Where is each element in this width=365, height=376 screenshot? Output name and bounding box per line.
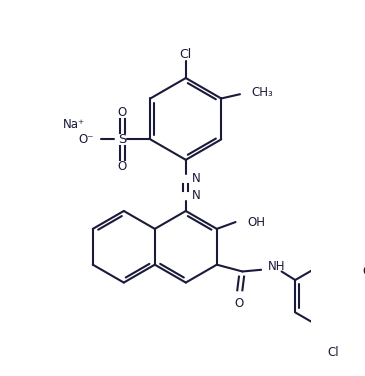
Text: O: O [234, 297, 243, 310]
Text: O: O [118, 160, 127, 173]
Text: NH: NH [268, 260, 285, 273]
Text: OH: OH [247, 215, 265, 229]
Text: Cl: Cl [180, 48, 192, 61]
Text: Na⁺: Na⁺ [63, 118, 85, 130]
Text: CH₃: CH₃ [251, 86, 273, 99]
Text: O: O [118, 106, 127, 118]
Text: Cl: Cl [328, 346, 339, 359]
Text: S: S [118, 133, 126, 146]
Text: N: N [192, 189, 200, 202]
Text: O: O [362, 265, 365, 278]
Text: O⁻: O⁻ [78, 133, 94, 146]
Text: N: N [192, 172, 200, 185]
